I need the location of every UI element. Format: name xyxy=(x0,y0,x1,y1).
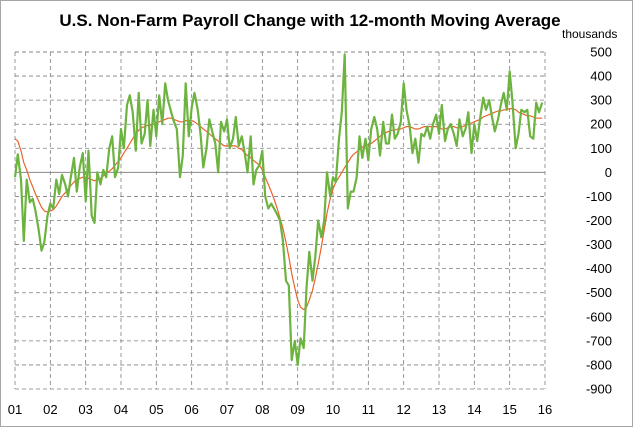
grid xyxy=(14,51,546,390)
x-tick-label: 03 xyxy=(78,402,92,417)
x-tick-label: 16 xyxy=(538,402,552,417)
x-tick-label: 14 xyxy=(467,402,481,417)
x-axis-ticks: 01 02 03 04 05 06 07 08 09 10 11 12 13 14 15 16 xyxy=(8,402,552,417)
y-tick-label: -800 xyxy=(586,357,612,372)
y-tick-label: -100 xyxy=(586,189,612,204)
x-tick-label: 06 xyxy=(184,402,198,417)
chart-title: U.S. Non-Farm Payroll Change with 12-mon… xyxy=(59,11,560,30)
y-tick-label: 200 xyxy=(590,117,612,132)
y-tick-label: -500 xyxy=(586,285,612,300)
x-tick-label: 11 xyxy=(362,402,376,417)
x-tick-label: 15 xyxy=(502,402,516,417)
x-tick-label: 08 xyxy=(255,402,269,417)
x-tick-label: 04 xyxy=(114,402,128,417)
x-tick-label: 05 xyxy=(149,402,163,417)
y-tick-label: 400 xyxy=(590,69,612,84)
x-tick-label: 09 xyxy=(290,402,304,417)
y-tick-label: -300 xyxy=(586,237,612,252)
x-tick-label: 07 xyxy=(220,402,234,417)
y-tick-label: -700 xyxy=(586,333,612,348)
x-tick-label: 10 xyxy=(326,402,340,417)
y-tick-label: -600 xyxy=(586,309,612,324)
y-tick-label: -400 xyxy=(586,261,612,276)
x-tick-label: 02 xyxy=(43,402,57,417)
monthly-change-series xyxy=(13,53,544,366)
y-tick-label: 100 xyxy=(590,141,612,156)
x-tick-label: 12 xyxy=(396,402,410,417)
x-tick-label: 01 xyxy=(8,402,22,417)
x-tick-label: 13 xyxy=(432,402,446,417)
y-tick-label: 300 xyxy=(590,93,612,108)
y-tick-label: -200 xyxy=(586,213,612,228)
monthly-change-line xyxy=(13,53,544,366)
y-tick-label: -900 xyxy=(586,382,612,397)
unit-label: thousands xyxy=(562,27,617,41)
y-axis-ticks: 500 400 300 200 100 0 -100 -200 -300 -400 -500 -600… xyxy=(586,45,612,397)
y-tick-label: 0 xyxy=(605,165,612,180)
y-tick-label: 500 xyxy=(590,45,612,60)
